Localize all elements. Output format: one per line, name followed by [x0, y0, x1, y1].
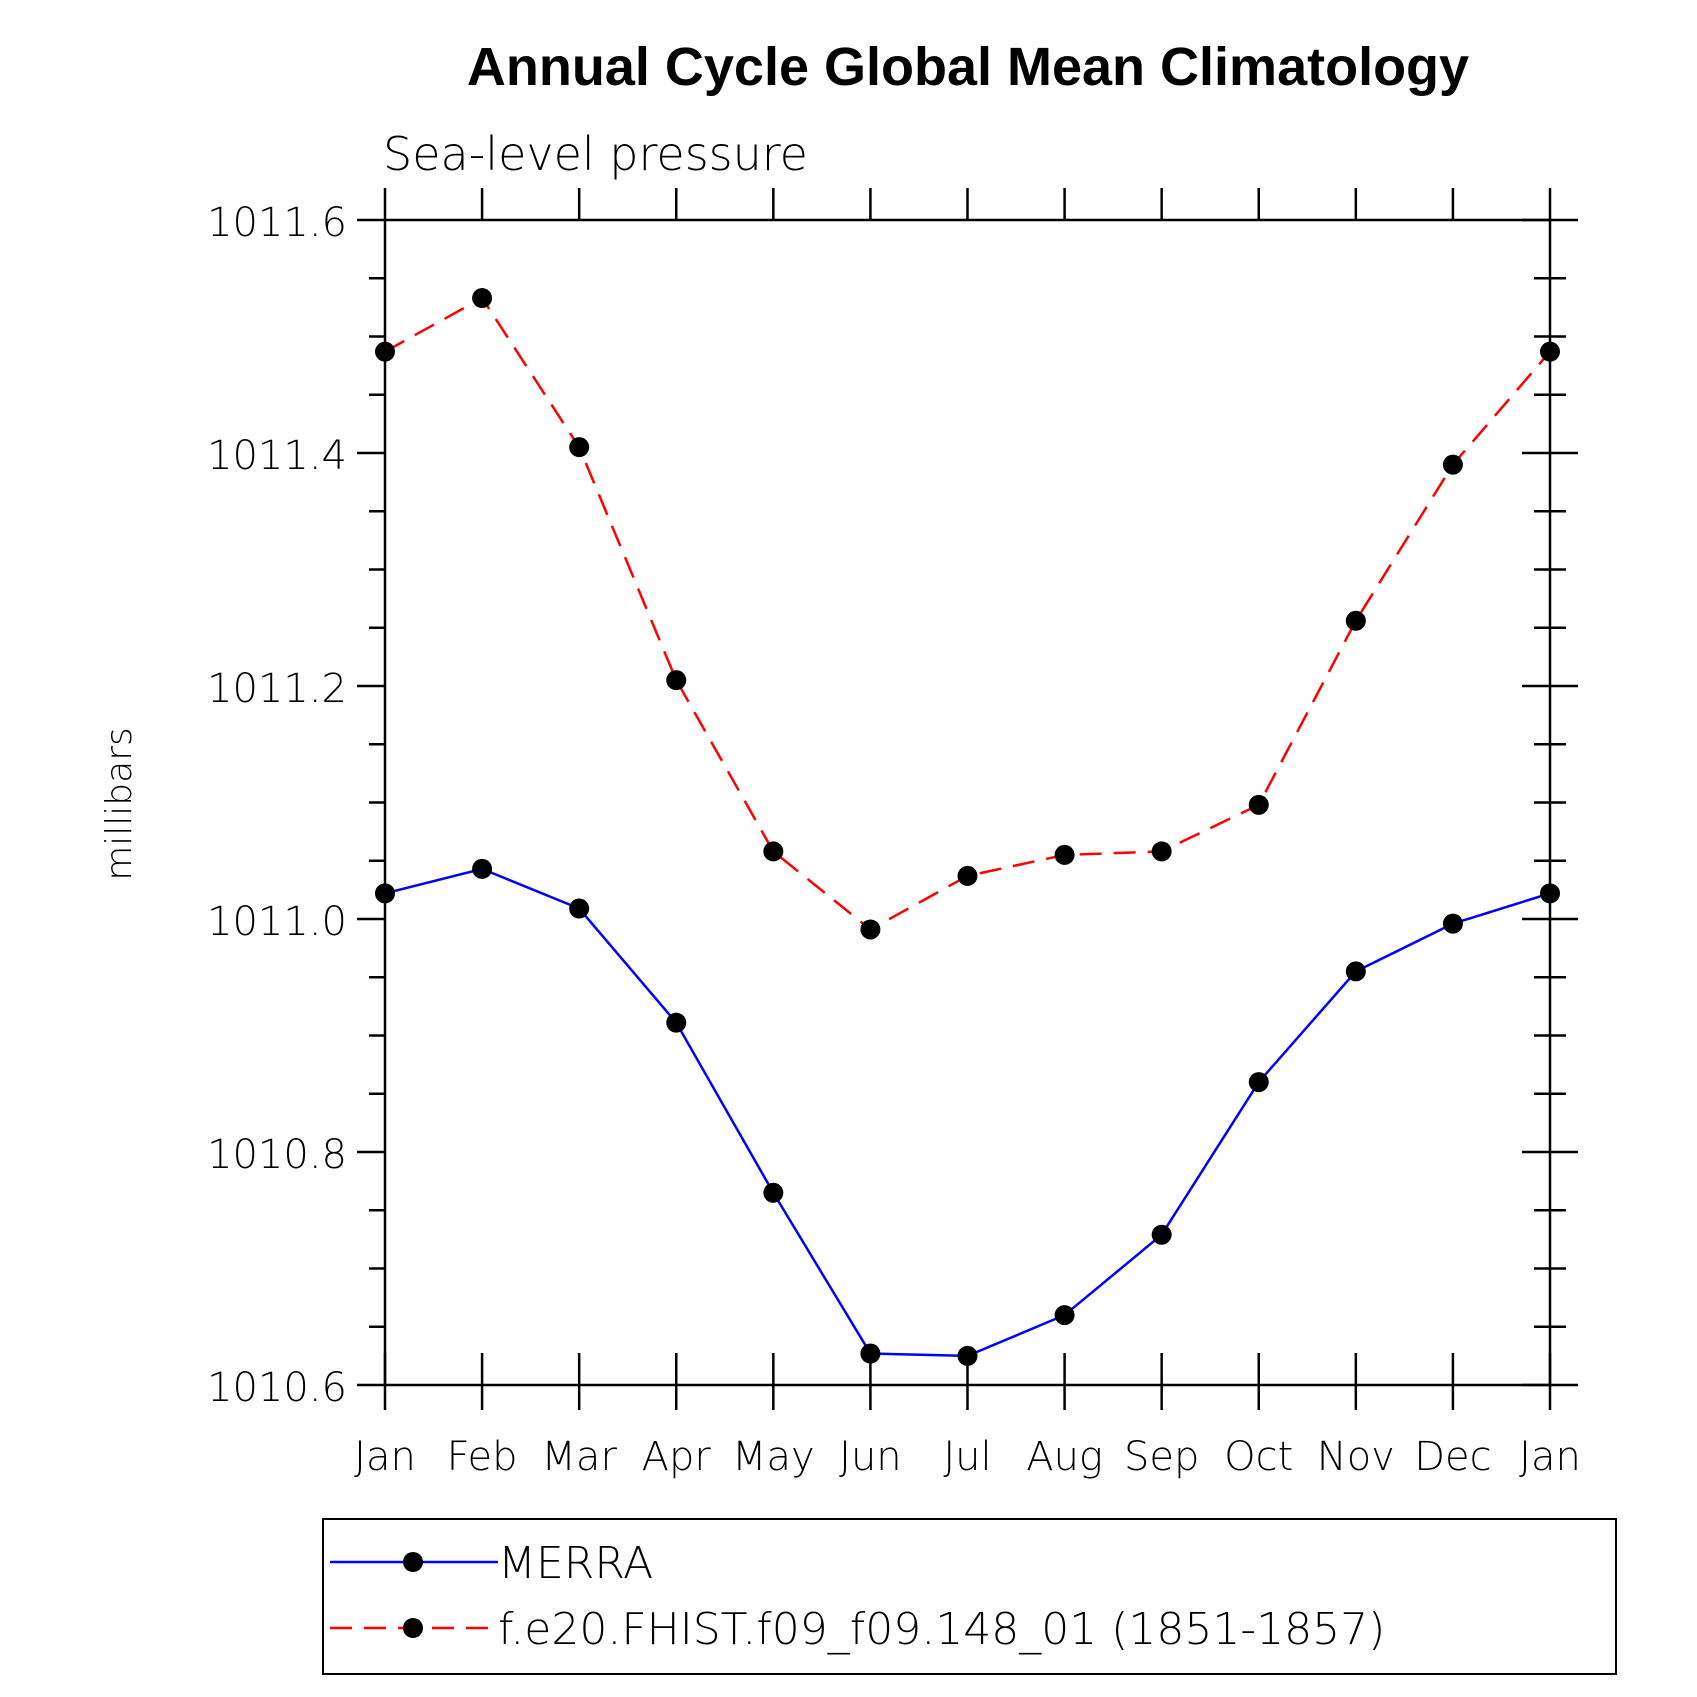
y-tick-label: 1010.6 [207, 1365, 347, 1411]
x-tick-label: Dec [1414, 1434, 1491, 1480]
data-point [763, 841, 784, 862]
data-point [1054, 1305, 1075, 1326]
data-point [763, 1182, 784, 1203]
x-tick-label: Oct [1224, 1434, 1293, 1480]
y-tick-label: 1011.0 [207, 899, 347, 945]
x-tick-label: Sep [1124, 1434, 1199, 1480]
series-line-0 [384, 867, 1551, 1358]
x-tick-label: Mar [541, 1434, 617, 1480]
series-group [375, 288, 1560, 1366]
data-point [1248, 794, 1269, 815]
x-tick-label: Aug [1026, 1434, 1103, 1480]
data-point [375, 341, 395, 362]
y-axis-label: millibars [99, 727, 140, 881]
legend-box [322, 1518, 1617, 1675]
data-point [472, 288, 493, 309]
data-point [666, 1012, 687, 1033]
legend-marker-merra [403, 1552, 423, 1572]
data-point [1345, 610, 1366, 631]
data-point [1054, 844, 1075, 865]
x-tick-label: Jul [943, 1434, 991, 1480]
x-tick-label: May [732, 1434, 815, 1480]
y-tick-labels: 1010.6 1010.8 1011.0 1011.2 1011.4 1011.6 [207, 200, 347, 1411]
data-point [1442, 454, 1463, 475]
data-point [1540, 883, 1560, 904]
y-tick-label: 1011.6 [207, 200, 347, 246]
chart-title: Annual Cycle Global Mean Climatology [467, 37, 1469, 97]
legend-label-merra: MERRA [498, 1538, 653, 1589]
data-point [569, 437, 590, 458]
legend-label-fhist: f.e20.FHIST.f09_f09.148_01 (1851-1857) [498, 1604, 1385, 1655]
data-point [375, 883, 395, 904]
data-point [666, 670, 687, 691]
data-point [569, 898, 590, 919]
y-tick-label: 1011.2 [207, 666, 347, 712]
axis-ticks [357, 188, 1578, 1410]
chart-subtitle: Sea-level pressure [383, 127, 808, 181]
x-tick-label: Apr [642, 1434, 712, 1480]
data-point [1151, 1224, 1172, 1245]
data-point [1248, 1072, 1269, 1093]
data-point [1442, 913, 1463, 934]
x-tick-label: Jan [354, 1434, 416, 1480]
x-tick-labels: Jan Feb Mar Apr May Jun Jul Aug Sep Oct Nov Dec Jan [354, 1434, 1581, 1480]
data-point [472, 858, 493, 879]
y-tick-label: 1010.8 [207, 1132, 347, 1178]
x-tick-label: Nov [1317, 1434, 1395, 1480]
data-point [957, 865, 978, 886]
data-point [860, 919, 881, 940]
data-point [957, 1345, 978, 1366]
data-point [1540, 341, 1560, 362]
data-point [1345, 961, 1366, 982]
series-line-1 [384, 296, 1551, 931]
x-tick-label: Jun [839, 1434, 902, 1480]
x-tick-label: Feb [447, 1434, 518, 1480]
x-tick-label: Jan [1519, 1434, 1581, 1480]
plot-frame [383, 218, 1552, 1387]
data-point [1151, 841, 1172, 862]
data-point [860, 1343, 881, 1364]
legend: MERRA f.e20.FHIST.f09_f09.148_01 (1851-1… [322, 1518, 1617, 1675]
y-tick-label: 1011.4 [207, 433, 347, 479]
legend-marker-fhist [403, 1618, 423, 1638]
